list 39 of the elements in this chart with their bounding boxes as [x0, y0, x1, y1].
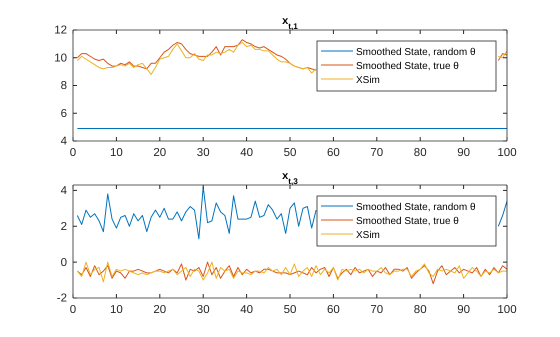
- y-tick-label: 8: [60, 80, 67, 92]
- y-tick-label: 4: [60, 185, 68, 198]
- y-tick-label: 10: [54, 52, 67, 64]
- x-tick-label: 70: [370, 147, 384, 160]
- legend-label: Smoothed State, true θ: [356, 61, 460, 72]
- x-tick-label: 30: [196, 147, 210, 160]
- x-tick-label: 90: [457, 304, 470, 316]
- x-tick-label: 10: [110, 147, 123, 160]
- x-tick-label: 40: [240, 147, 253, 160]
- x-tick-label: 0: [70, 147, 76, 160]
- x-tick-label: 60: [327, 147, 340, 160]
- x-tick-label: 90: [457, 147, 470, 160]
- x-tick-label: 30: [196, 304, 210, 316]
- x-tick-label: 80: [414, 147, 427, 160]
- y-tick-label: 6: [60, 108, 67, 120]
- y-tick-label: 4: [60, 136, 68, 148]
- x-tick-label: 40: [240, 304, 253, 316]
- chart-title: x$_{t,1}$: [282, 15, 298, 30]
- legend-label: Smoothed State, true θ: [356, 216, 460, 227]
- x-tick-label: 70: [370, 304, 384, 316]
- chart-title: x$_{t,3}$: [282, 170, 298, 186]
- y-tick-label: 0: [60, 256, 67, 269]
- y-tick-label: -2: [56, 292, 67, 305]
- x-tick-label: 60: [327, 304, 340, 316]
- legend-label: XSim: [356, 230, 380, 241]
- legend-label: Smoothed State, random θ: [356, 202, 476, 213]
- x-tick-label: 50: [284, 147, 296, 160]
- x-tick-label: 20: [153, 147, 166, 160]
- x-tick-label: 80: [414, 304, 427, 316]
- x-tick-label: 20: [153, 304, 166, 316]
- x-tick-label: 0: [70, 304, 76, 316]
- y-tick-label: 12: [54, 24, 67, 37]
- x-tick-label: 10: [110, 304, 123, 316]
- y-tick-label: 2: [60, 220, 67, 233]
- x-tick-label: 100: [497, 304, 517, 316]
- x-tick-label: 100: [497, 147, 517, 160]
- legend-label: XSim: [356, 75, 380, 86]
- legend-label: Smoothed State, random θ: [356, 47, 476, 58]
- x-tick-label: 50: [284, 304, 296, 316]
